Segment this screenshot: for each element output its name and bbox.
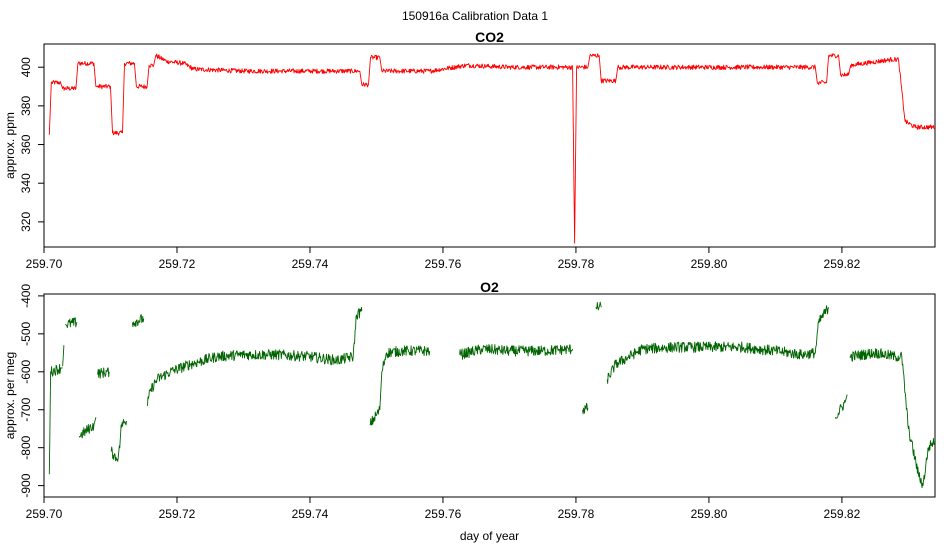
x-tick-label: 259.70 (26, 257, 63, 271)
o2-series-line (849, 348, 935, 489)
x-tick-label: 259.76 (425, 257, 462, 271)
panel-title: O2 (480, 279, 499, 295)
y-tick-label: -600 (19, 359, 33, 383)
panel-title: CO2 (475, 29, 504, 45)
y-tick-label: 320 (19, 212, 33, 232)
y-tick-label: 360 (19, 134, 33, 154)
x-tick-label: 259.72 (159, 507, 196, 521)
x-tick-label: 259.72 (159, 257, 196, 271)
o2-series-line (62, 345, 65, 367)
y-tick-label: -500 (19, 322, 33, 346)
x-tick-label: 259.74 (292, 507, 329, 521)
o2-series-line (78, 417, 97, 439)
y-axis-title: approx. ppm (3, 112, 17, 179)
x-tick-label: 259.74 (292, 257, 329, 271)
o2-series-line (595, 301, 602, 311)
plot-frame (43, 293, 936, 498)
x-axis: 259.70 259.72 259.74 259.76 259.78 259.80 259.… (26, 497, 861, 521)
x-tick-label: 259.82 (824, 507, 861, 521)
o2-series-line (96, 367, 110, 379)
o2-series-line (369, 345, 431, 426)
x-tick-label: 259.78 (558, 507, 595, 521)
y-tick-label: -800 (19, 435, 33, 459)
y-tick-label: 380 (19, 96, 33, 116)
y-tick-label: -900 (19, 473, 33, 497)
o2-series-line (146, 306, 363, 407)
co2-series-line (48, 53, 935, 244)
o2-series-line (834, 394, 848, 419)
plot-frame (43, 43, 936, 248)
x-axis-title: day of year (460, 529, 519, 543)
y-axis: -900 -800 -700 -600 -500 -400 (19, 284, 44, 498)
o2-series-line (582, 402, 589, 415)
x-tick-label: 259.80 (691, 507, 728, 521)
x-tick-label: 259.70 (26, 507, 63, 521)
x-tick-label: 259.78 (558, 257, 595, 271)
y-tick-label: 400 (19, 57, 33, 77)
x-tick-label: 259.82 (824, 257, 861, 271)
o2-series-line (110, 419, 127, 462)
x-tick-label: 259.80 (691, 257, 728, 271)
o2-series-line (65, 317, 78, 329)
o2-series-line (459, 344, 574, 360)
y-axis-title: approx. per meg (3, 352, 17, 439)
y-tick-label: -400 (19, 284, 33, 308)
figure-title: 150916a Calibration Data 1 (402, 9, 548, 23)
x-tick-label: 259.76 (425, 507, 462, 521)
o2-series-line (606, 305, 830, 384)
o2-series-line (48, 363, 63, 475)
y-tick-label: -700 (19, 397, 33, 421)
x-axis: 259.70 259.72 259.74 259.76 259.78 259.80 259.… (26, 247, 861, 271)
y-tick-label: 340 (19, 173, 33, 193)
y-axis: 320 340 360 380 400 (19, 57, 44, 232)
o2-series-line (131, 314, 145, 328)
